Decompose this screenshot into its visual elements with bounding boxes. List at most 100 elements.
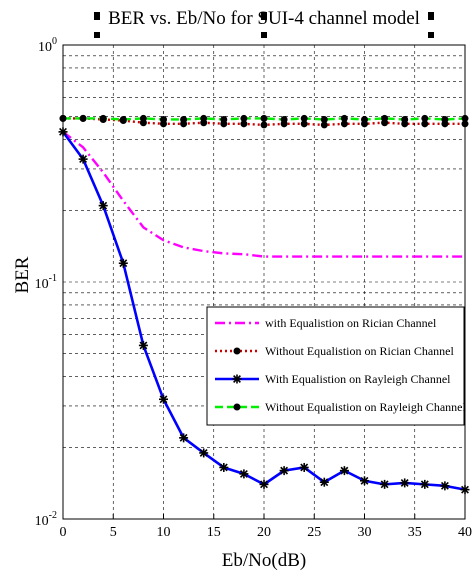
data-point (401, 115, 409, 123)
legend-entry: Without Equalistion on Rayleigh Channel (215, 400, 466, 414)
legend: with Equalistion on Rician Channel Withou… (206, 306, 466, 426)
data-point (280, 115, 288, 123)
y-tick-label: 100 (38, 36, 57, 55)
legend-label: With Equalistion on Rayleigh Channel (265, 372, 451, 386)
legend-label: with Equalistion on Rician Channel (265, 316, 437, 330)
x-tick-label: 15 (207, 525, 221, 540)
data-point (139, 114, 147, 122)
title-marker-right-bottom (428, 32, 434, 38)
y-tick-label: 10-2 (35, 510, 57, 529)
data-point (361, 115, 368, 123)
data-point (138, 340, 148, 350)
data-point (260, 121, 268, 129)
title-marker-right (428, 12, 434, 20)
star-stroke (360, 476, 369, 485)
series-group (58, 114, 470, 495)
y-axis-label: BER (12, 256, 33, 293)
title-marker-left (94, 12, 100, 20)
y-tick-label: 10-1 (35, 273, 57, 292)
data-point (78, 154, 88, 164)
data-point (200, 114, 208, 122)
data-point (339, 466, 349, 476)
star-stroke (179, 433, 188, 442)
legend-entry: Without Equalistion on Rician Channel (215, 344, 454, 358)
data-point (440, 481, 450, 491)
star-stroke (380, 480, 389, 489)
series-line (62, 130, 465, 258)
star-stroke (320, 478, 329, 487)
data-point (299, 462, 309, 472)
data-point (99, 114, 107, 122)
data-point (239, 469, 249, 479)
data-point (360, 476, 369, 486)
star-stroke (199, 448, 208, 457)
data-point (240, 114, 248, 122)
data-point (159, 394, 168, 404)
data-point (400, 478, 410, 488)
title-marker-middle (261, 12, 267, 20)
data-point (381, 114, 389, 122)
series-3 (58, 127, 470, 495)
legend-box (206, 306, 465, 426)
star-stroke (260, 480, 268, 489)
x-tick-label: 5 (110, 525, 117, 540)
data-point (420, 479, 430, 489)
star-stroke (99, 201, 108, 210)
title-marker-left-bottom (94, 32, 100, 38)
x-tick-label: 25 (307, 525, 321, 540)
x-axis-label: Eb/No(dB) (222, 550, 306, 571)
data-point (233, 403, 241, 411)
data-point (380, 479, 390, 489)
data-point (421, 114, 429, 122)
star-stroke (119, 259, 128, 268)
series-line (63, 117, 466, 121)
y-tick-labels: 100 10-1 10-2 (35, 36, 57, 529)
legend-entry: with Equalistion on Rician Channel (215, 316, 437, 330)
data-point (79, 114, 87, 122)
star-stroke (420, 480, 429, 489)
star-stroke (280, 466, 289, 475)
data-point (118, 258, 128, 268)
x-tick-label: 0 (60, 525, 67, 540)
x-tick-labels: 0 5 10 15 20 25 30 35 40 (60, 514, 472, 540)
data-point (300, 114, 308, 122)
x-tick-label: 20 (257, 525, 271, 540)
title-marker-middle-bottom (261, 32, 267, 38)
star-stroke (340, 466, 349, 475)
data-point (319, 477, 329, 487)
data-point (98, 201, 108, 211)
star-stroke (159, 395, 168, 404)
data-point (179, 433, 189, 443)
legend-label: Without Equalistion on Rayleigh Channel (265, 400, 466, 414)
data-point (219, 462, 229, 472)
x-tick-label: 40 (458, 525, 472, 540)
x-tick-label: 10 (157, 525, 171, 540)
title-markers (94, 12, 434, 38)
data-point (320, 115, 328, 123)
data-point (119, 115, 127, 123)
x-tick-label: 35 (408, 525, 422, 540)
data-point (279, 466, 289, 476)
star-stroke (233, 375, 241, 383)
data-point (180, 115, 188, 123)
series-1 (62, 130, 465, 258)
star-stroke (440, 481, 449, 490)
x-tick-label: 30 (358, 525, 372, 540)
data-point (340, 114, 348, 122)
star-stroke (400, 478, 409, 487)
data-point (199, 448, 209, 458)
series-4 (59, 114, 469, 123)
star-stroke (300, 463, 309, 472)
star-stroke (239, 469, 248, 478)
legend-entry: With Equalistion on Rayleigh Channel (215, 372, 451, 386)
legend-label: Without Equalistion on Rician Channel (265, 344, 454, 358)
data-point (259, 479, 269, 489)
data-point (441, 115, 449, 123)
data-point (233, 347, 241, 355)
data-point (232, 374, 242, 384)
data-point (220, 115, 228, 123)
data-point (260, 114, 268, 122)
star-stroke (79, 155, 88, 164)
star-stroke (219, 463, 228, 472)
